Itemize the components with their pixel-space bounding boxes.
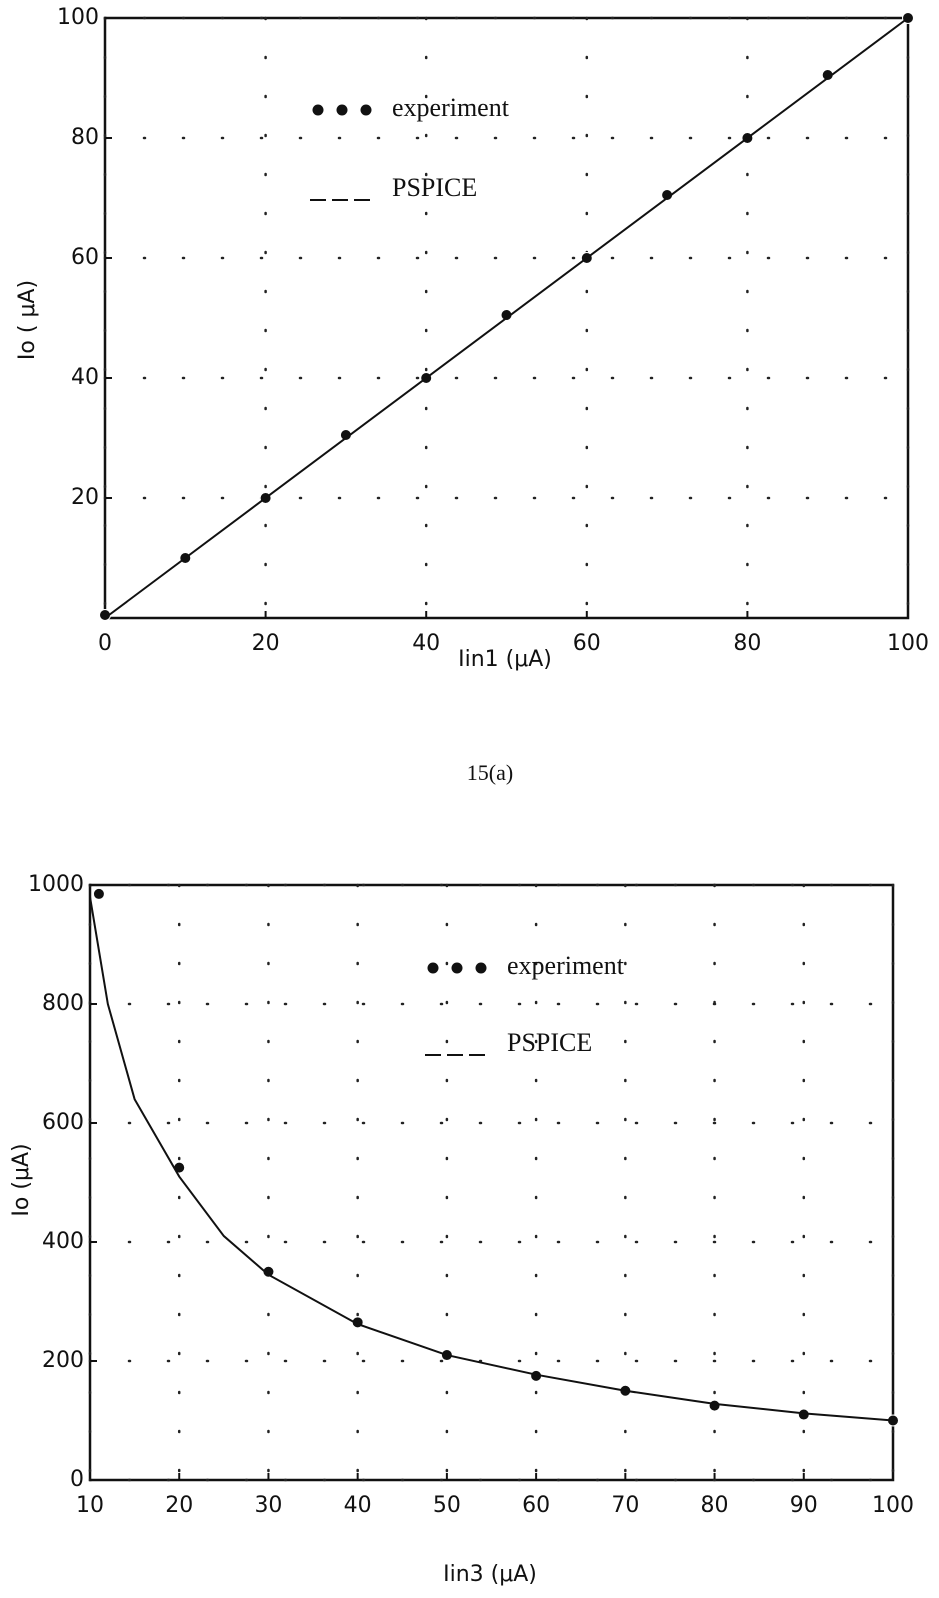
plot-frame — [88, 883, 895, 1482]
y-tick-label: 400 — [42, 1229, 84, 1254]
y-axis-label: Io ( μA) — [15, 280, 40, 360]
data-point — [262, 1265, 275, 1278]
y-tick-label: 60 — [71, 245, 99, 270]
y-tick-label: 200 — [42, 1348, 84, 1373]
data-point — [708, 1399, 721, 1412]
x-tick-label: 70 — [611, 1493, 639, 1518]
x-tick-label: 40 — [412, 631, 440, 656]
legend-label: experiment — [507, 951, 625, 980]
legend-label: experiment — [392, 93, 510, 122]
y-tick-label: 100 — [57, 5, 99, 30]
x-axis-label: Iin1 (μA) — [458, 647, 552, 672]
x-tick-label: 100 — [887, 631, 929, 656]
data-point — [92, 887, 105, 900]
legend-marker — [312, 104, 324, 116]
legend-marker — [475, 962, 487, 974]
x-tick-label: 40 — [344, 1493, 372, 1518]
x-tick-label: 60 — [522, 1493, 550, 1518]
legend-marker — [360, 104, 372, 116]
y-tick-label: 80 — [71, 125, 99, 150]
x-tick-label: 10 — [76, 1493, 104, 1518]
x-tick-label: 30 — [254, 1493, 282, 1518]
legend-marker — [336, 104, 348, 116]
y-axis-label: Io (μA) — [9, 1143, 34, 1216]
x-tick-label: 90 — [790, 1493, 818, 1518]
legend-label: PSPICE — [392, 173, 477, 202]
x-tick-label: 60 — [573, 631, 601, 656]
x-tick-label: 0 — [98, 631, 112, 656]
x-tick-label: 80 — [701, 1493, 729, 1518]
plot-frame — [103, 16, 910, 620]
x-tick-label: 20 — [165, 1493, 193, 1518]
y-tick-label: 800 — [42, 991, 84, 1016]
y-tick-label: 600 — [42, 1110, 84, 1135]
y-tick-label: 40 — [71, 365, 99, 390]
y-tick-label: 0 — [70, 1467, 84, 1492]
x-tick-label: 100 — [872, 1493, 914, 1518]
legend-label: PSPICE — [507, 1028, 592, 1057]
y-tick-label: 20 — [71, 485, 99, 510]
legend-marker — [427, 962, 439, 974]
caption: 15(a) — [467, 760, 513, 785]
x-tick-label: 20 — [252, 631, 280, 656]
y-tick-label: 1000 — [28, 872, 84, 897]
data-line — [89, 896, 894, 1422]
x-tick-label: 80 — [733, 631, 761, 656]
legend-marker — [451, 962, 463, 974]
data-line — [104, 17, 909, 619]
x-axis-label: Iin3 (μA) — [443, 1562, 537, 1587]
x-tick-label: 50 — [433, 1493, 461, 1518]
